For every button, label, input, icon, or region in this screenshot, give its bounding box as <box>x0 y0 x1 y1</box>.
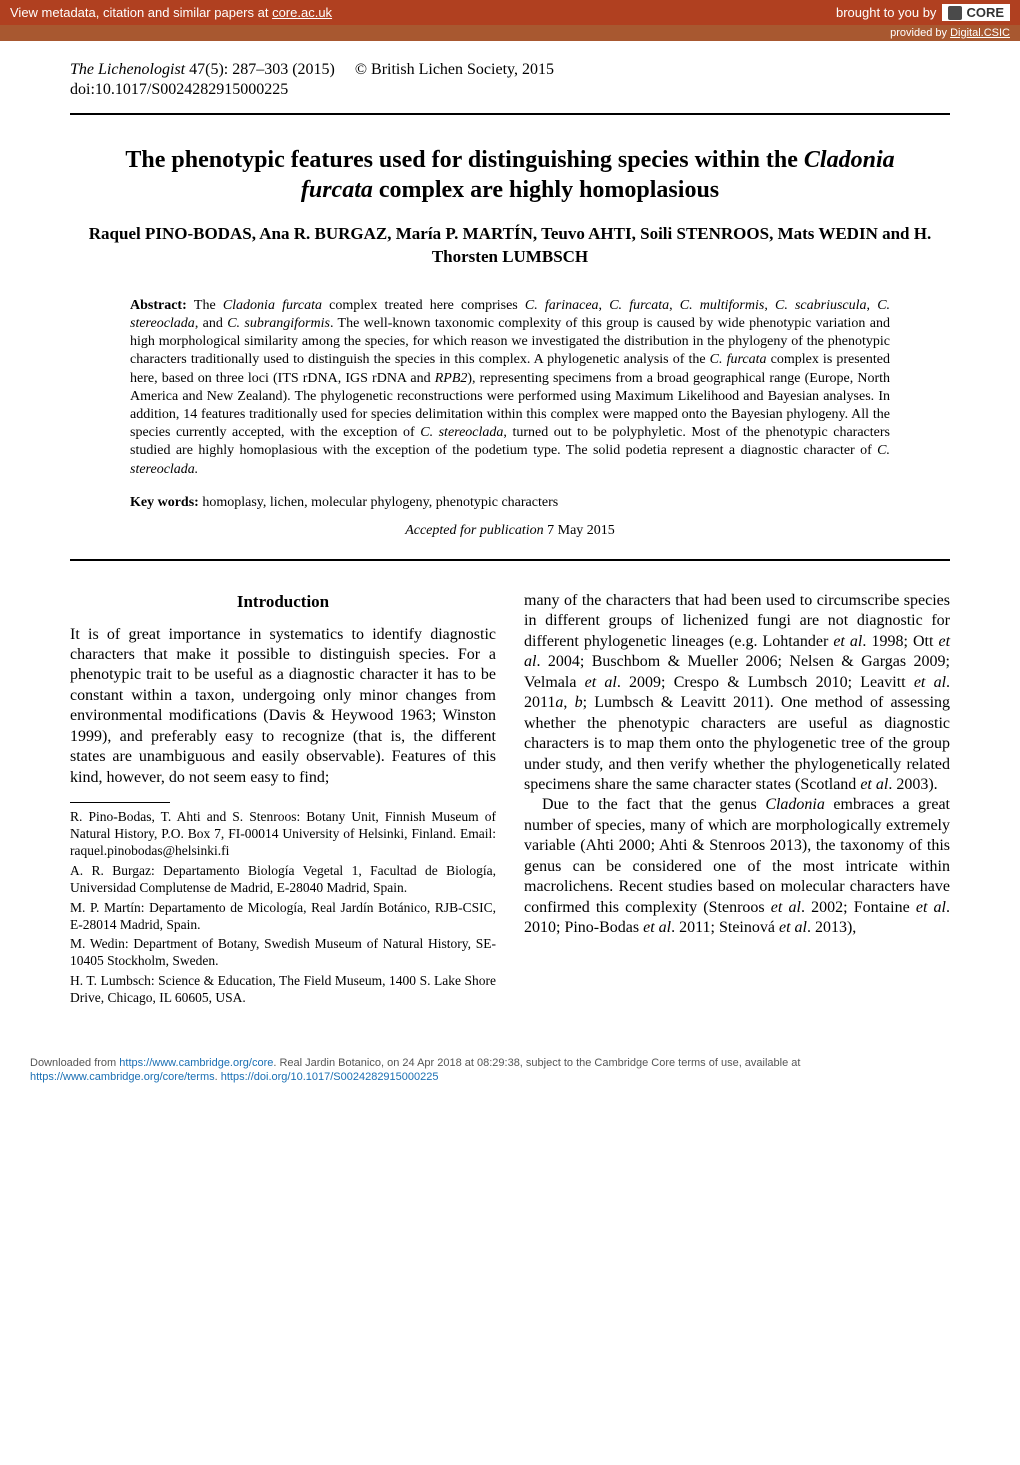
footer-link3[interactable]: https://doi.org/10.1017/S002428291500022… <box>221 1071 439 1083</box>
keywords: Key words: homoplasy, lichen, molecular … <box>130 495 890 511</box>
abs-s8: C. furcata <box>710 352 767 367</box>
brought-to-you: brought to you by <box>836 5 936 20</box>
col-left: Introduction It is of great importance i… <box>70 591 496 1010</box>
abs-t4: , <box>669 298 680 313</box>
abs-s10: C. stereoclada <box>420 425 503 440</box>
aff-3: M. P. Martín: Departamento de Micología,… <box>70 900 496 934</box>
abs-t3: , <box>599 298 610 313</box>
footer-link2[interactable]: https://www.cambridge.org/core/terms <box>30 1071 215 1083</box>
footer-text2: . Real Jardin Botanico, on 24 Apr 2018 a… <box>273 1057 800 1069</box>
footer-text1: Downloaded from <box>30 1057 119 1069</box>
abs-t5: , <box>764 298 775 313</box>
aff-5: H. T. Lumbsch: Science & Education, The … <box>70 973 496 1007</box>
abs-t2: complex treated here comprises <box>322 298 525 313</box>
core-banner: View metadata, citation and similar pape… <box>0 0 1020 25</box>
banner-right: brought to you by CORE <box>836 4 1010 21</box>
journal-name: The Lichenologist <box>70 61 185 78</box>
abstract: Abstract: The Cladonia furcata complex t… <box>130 297 890 479</box>
abs-s2: C. farinacea <box>525 298 599 313</box>
provided-link[interactable]: Digital.CSIC <box>950 27 1010 39</box>
core-link[interactable]: core.ac.uk <box>272 5 332 20</box>
doi: doi:10.1017/S0024282915000225 <box>70 81 554 99</box>
intro-para1: It is of great importance in systematics… <box>70 625 496 789</box>
title-line1: The phenotypic features used for disting… <box>125 147 798 173</box>
title-line2: complex are highly homoplasious <box>373 177 719 203</box>
footer: Downloaded from https://www.cambridge.or… <box>0 1050 1020 1095</box>
banner-left: View metadata, citation and similar pape… <box>10 5 332 20</box>
col-right: many of the characters that had been use… <box>524 591 950 1010</box>
aff-1: R. Pino-Bodas, T. Ahti and S. Stenroos: … <box>70 809 496 860</box>
provided-prefix: provided by <box>890 27 950 39</box>
copyright: © British Lichen Society, 2015 <box>355 61 554 78</box>
keywords-label: Key words: <box>130 495 202 510</box>
banner-left-text: View metadata, citation and similar pape… <box>10 5 272 20</box>
page-content: The Lichenologist 47(5): 287–303 (2015) … <box>0 41 1020 1050</box>
accepted: Accepted for publication 7 May 2015 <box>130 523 890 539</box>
affiliation-rule <box>70 802 170 803</box>
keywords-text: homoplasy, lichen, molecular phylogeny, … <box>202 495 558 510</box>
abs-s4: C. multiformis <box>680 298 765 313</box>
abs-s1: Cladonia furcata <box>223 298 322 313</box>
rule-top <box>70 113 950 115</box>
journal-header: The Lichenologist 47(5): 287–303 (2015) … <box>70 61 950 113</box>
authors: Raquel PINO-BODAS, Ana R. BURGAZ, María … <box>70 223 950 269</box>
journal-line: The Lichenologist 47(5): 287–303 (2015) … <box>70 61 554 79</box>
col2-para2: Due to the fact that the genus Cladonia … <box>524 795 950 938</box>
core-logo-icon <box>948 6 962 20</box>
accepted-date: 7 May 2015 <box>547 523 615 538</box>
abs-s7: C. subrangiformis <box>227 316 330 331</box>
abs-s9: RPB2 <box>435 371 468 386</box>
aff-4: M. Wedin: Department of Botany, Swedish … <box>70 936 496 970</box>
abs-t1: The <box>194 298 223 313</box>
core-logo-text: CORE <box>966 5 1004 20</box>
abs-s3: C. furcata <box>609 298 669 313</box>
intro-heading: Introduction <box>70 591 496 613</box>
accepted-label: Accepted for publication <box>405 523 547 538</box>
abs-t7: , and <box>195 316 227 331</box>
abs-s5: C. scabriuscula <box>775 298 867 313</box>
aff-2: A. R. Burgaz: Departamento Biología Vege… <box>70 863 496 897</box>
body-columns: Introduction It is of great importance i… <box>70 591 950 1010</box>
volume-issue: 47(5): 287–303 (2015) <box>185 61 335 78</box>
footer-link1[interactable]: https://www.cambridge.org/core <box>119 1057 273 1069</box>
article-title: The phenotypic features used for disting… <box>110 145 910 205</box>
rule-mid <box>70 559 950 561</box>
core-logo[interactable]: CORE <box>942 4 1010 21</box>
affiliations: R. Pino-Bodas, T. Ahti and S. Stenroos: … <box>70 809 496 1007</box>
provided-bar: provided by Digital.CSIC <box>0 25 1020 41</box>
col2-para1: many of the characters that had been use… <box>524 591 950 796</box>
abstract-label: Abstract: <box>130 298 194 313</box>
abs-t6: , <box>867 298 878 313</box>
